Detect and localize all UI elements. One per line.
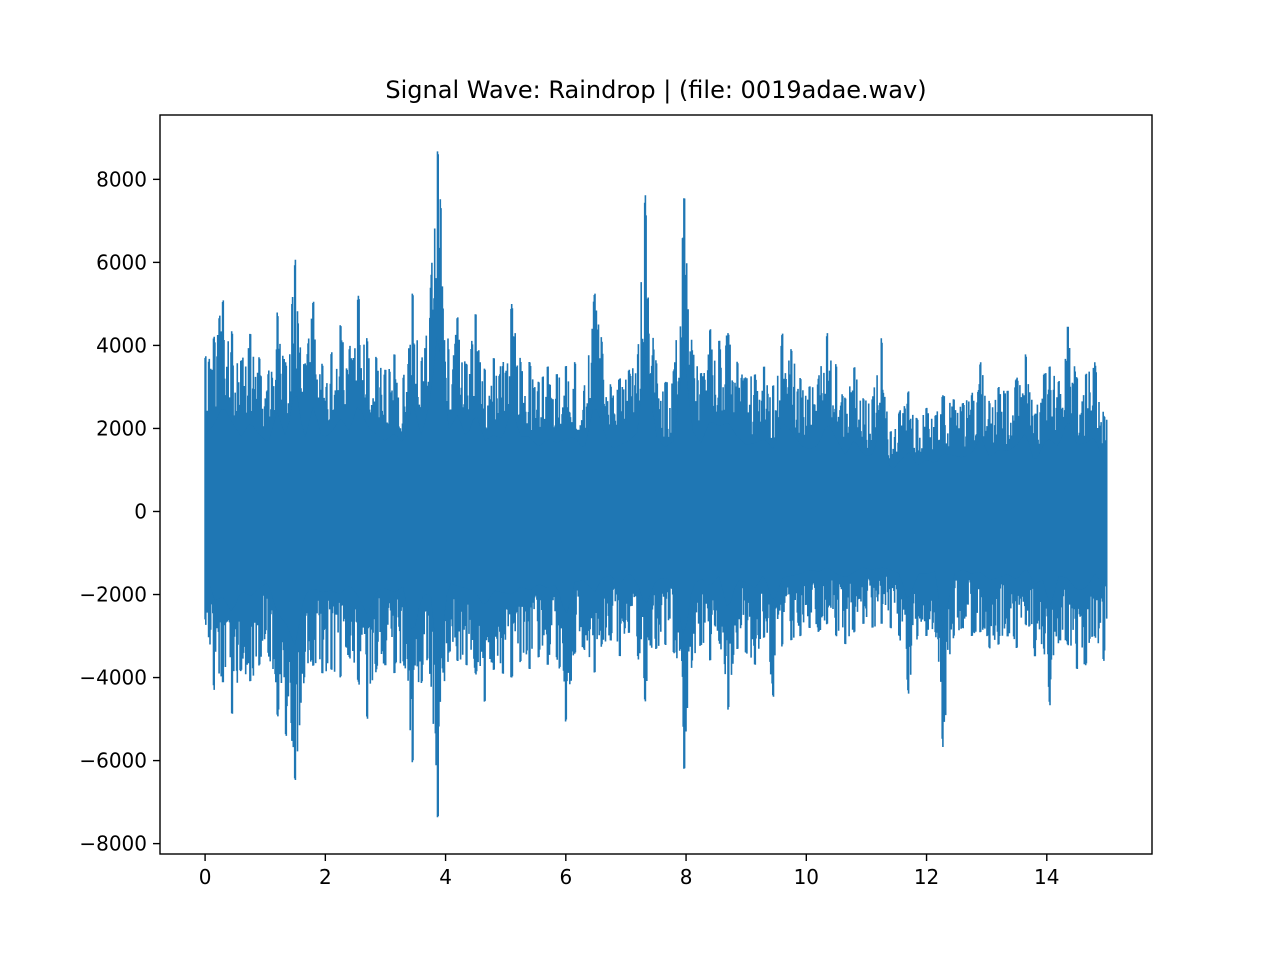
x-tick-label: 4 [439,865,452,889]
y-tick-label: −6000 [79,749,147,773]
y-tick-label: 8000 [96,167,147,191]
y-tick-label: −2000 [79,583,147,607]
y-tick-label: 2000 [96,416,147,440]
x-tick-label: 0 [199,865,212,889]
x-tick-label: 10 [794,865,819,889]
y-tick-label: 4000 [96,333,147,357]
y-tick-label: 0 [134,499,147,523]
signal-wave-core [205,335,1107,659]
y-tick-label: −8000 [79,832,147,856]
chart-title: Signal Wave: Raindrop | (file: 0019adae.… [385,76,926,104]
y-tick-label: 6000 [96,250,147,274]
axes-frame [159,114,1153,855]
x-tick-label: 8 [680,865,693,889]
plot-area [204,151,1108,818]
series-layer [204,151,1108,818]
x-tick-label: 12 [914,865,939,889]
y-tick-label: −4000 [79,666,147,690]
x-tick-label: 6 [559,865,572,889]
x-tick-label: 14 [1034,865,1059,889]
x-tick-label: 2 [319,865,332,889]
x-axis: 0 2 4 6 8 10 12 14 [199,854,1060,889]
y-axis: −8000 −6000 −4000 −2000 0 2000 4000 6000 8000 [79,167,160,856]
